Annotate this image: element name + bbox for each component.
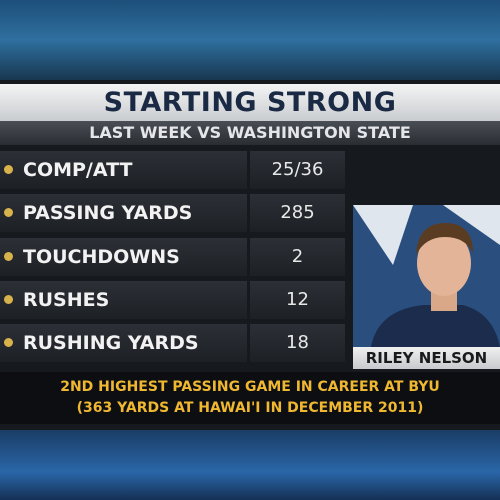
bullet <box>4 208 13 218</box>
stat-label: COMP/ATT <box>23 159 133 181</box>
bullet <box>4 165 13 174</box>
value-cell: 25/36 <box>250 151 345 189</box>
title-band: STARTING STRONG <box>0 84 500 121</box>
stat-row: PASSING YARDS 285 <box>0 194 345 233</box>
background-bottom <box>0 430 500 500</box>
subtitle: LAST WEEK VS WASHINGTON STATE <box>89 123 411 142</box>
label-cell: RUSHES <box>0 280 247 319</box>
stat-value: 25/36 <box>271 159 324 180</box>
stat-row: RUSHING YARDS 18 <box>0 324 345 363</box>
stat-row: TOUCHDOWNS 2 <box>0 237 345 276</box>
stat-label: RUSHES <box>23 288 110 311</box>
footnote-line: 2ND HIGHEST PASSING GAME IN CAREER AT BY… <box>60 379 440 395</box>
player-name: RILEY NELSON <box>365 349 488 367</box>
bullet <box>4 338 13 348</box>
player-photo <box>353 205 500 347</box>
background-top <box>0 0 500 80</box>
value-cell: 2 <box>250 237 345 276</box>
stat-value: 18 <box>286 332 309 354</box>
stat-label: RUSHING YARDS <box>23 332 199 355</box>
stat-label: TOUCHDOWNS <box>23 245 180 268</box>
stat-label: PASSING YARDS <box>23 202 193 225</box>
stat-row: COMP/ATT 25/36 <box>0 151 345 189</box>
stat-value: 12 <box>286 288 309 310</box>
value-cell: 18 <box>250 324 345 363</box>
footnote-line: (363 YARDS AT HAWAI'I IN DECEMBER 2011) <box>76 400 424 416</box>
bullet <box>4 294 13 304</box>
footnote: 2ND HIGHEST PASSING GAME IN CAREER AT BY… <box>0 372 500 424</box>
label-cell: COMP/ATT <box>0 151 247 189</box>
subtitle-band: LAST WEEK VS WASHINGTON STATE <box>0 121 500 145</box>
value-cell: 12 <box>250 280 345 319</box>
bullet <box>4 251 13 261</box>
stat-row: RUSHES 12 <box>0 280 345 319</box>
label-cell: TOUCHDOWNS <box>0 237 247 276</box>
name-band: RILEY NELSON <box>353 347 500 369</box>
stat-value: 285 <box>280 202 315 224</box>
value-cell: 285 <box>250 194 345 233</box>
stat-value: 2 <box>291 245 304 267</box>
label-cell: RUSHING YARDS <box>0 324 247 363</box>
label-cell: PASSING YARDS <box>0 194 247 233</box>
title: STARTING STRONG <box>103 87 397 118</box>
